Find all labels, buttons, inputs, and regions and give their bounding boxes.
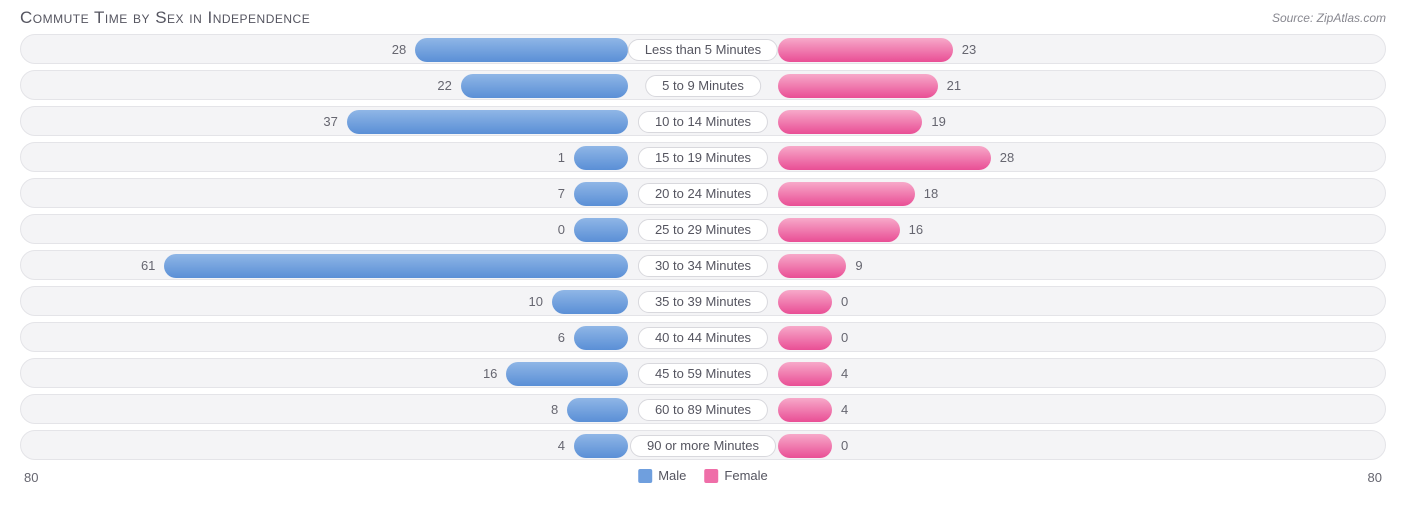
female-value: 0 (841, 431, 848, 461)
female-value: 4 (841, 395, 848, 425)
male-value: 1 (558, 143, 565, 173)
female-bar (778, 218, 900, 242)
female-bar (778, 326, 832, 350)
chart-row: 1 28 15 to 19 Minutes (20, 142, 1386, 172)
axis-max-left: 80 (24, 470, 38, 485)
row-label: 45 to 59 Minutes (638, 363, 768, 385)
row-label: 5 to 9 Minutes (645, 75, 761, 97)
male-bar (567, 398, 628, 422)
female-value: 0 (841, 323, 848, 353)
legend-label-female: Female (724, 468, 767, 483)
source-attribution: Source: ZipAtlas.com (1272, 11, 1386, 25)
legend: Male Female (638, 468, 768, 483)
male-value: 4 (558, 431, 565, 461)
male-value: 22 (437, 71, 451, 101)
legend-item-female: Female (704, 468, 767, 483)
female-value: 4 (841, 359, 848, 389)
female-value: 19 (931, 107, 945, 137)
chart-row: 6 0 40 to 44 Minutes (20, 322, 1386, 352)
chart-row: 0 16 25 to 29 Minutes (20, 214, 1386, 244)
female-value: 0 (841, 287, 848, 317)
female-bar (778, 182, 915, 206)
female-value: 9 (855, 251, 862, 281)
female-bar (778, 146, 991, 170)
male-bar (552, 290, 628, 314)
male-bar (164, 254, 628, 278)
female-value: 18 (924, 179, 938, 209)
male-value: 7 (558, 179, 565, 209)
female-bar (778, 398, 832, 422)
male-bar (574, 146, 628, 170)
chart-footer: 80 Male Female 80 (0, 466, 1406, 496)
female-bar (778, 254, 846, 278)
chart-row: 28 23 Less than 5 Minutes (20, 34, 1386, 64)
row-label: 10 to 14 Minutes (638, 111, 768, 133)
female-bar (778, 74, 938, 98)
male-bar (574, 326, 628, 350)
axis-max-right: 80 (1368, 470, 1382, 485)
male-value: 28 (392, 35, 406, 65)
legend-label-male: Male (658, 468, 686, 483)
male-bar (461, 74, 628, 98)
female-value: 23 (962, 35, 976, 65)
chart-row: 16 4 45 to 59 Minutes (20, 358, 1386, 388)
male-bar (506, 362, 628, 386)
female-bar (778, 110, 922, 134)
chart-row: 22 21 5 to 9 Minutes (20, 70, 1386, 100)
male-bar (574, 434, 628, 458)
female-bar (778, 38, 953, 62)
male-value: 0 (558, 215, 565, 245)
chart-row: 8 4 60 to 89 Minutes (20, 394, 1386, 424)
row-label: 60 to 89 Minutes (638, 399, 768, 421)
male-bar (415, 38, 628, 62)
male-value: 37 (323, 107, 337, 137)
row-label: 20 to 24 Minutes (638, 183, 768, 205)
chart-row: 4 0 90 or more Minutes (20, 430, 1386, 460)
chart-title: Commute Time by Sex in Independence (20, 8, 310, 28)
chart-row: 10 0 35 to 39 Minutes (20, 286, 1386, 316)
female-value: 28 (1000, 143, 1014, 173)
female-value: 16 (909, 215, 923, 245)
chart-row: 7 18 20 to 24 Minutes (20, 178, 1386, 208)
male-value: 6 (558, 323, 565, 353)
row-label: 40 to 44 Minutes (638, 327, 768, 349)
row-label: 30 to 34 Minutes (638, 255, 768, 277)
row-label: 35 to 39 Minutes (638, 291, 768, 313)
female-bar (778, 290, 832, 314)
legend-item-male: Male (638, 468, 686, 483)
male-bar (574, 182, 628, 206)
row-label: Less than 5 Minutes (628, 39, 778, 61)
male-bar (574, 218, 628, 242)
male-swatch (638, 469, 652, 483)
row-label: 90 or more Minutes (630, 435, 776, 457)
female-bar (778, 434, 832, 458)
male-value: 61 (141, 251, 155, 281)
row-label: 25 to 29 Minutes (638, 219, 768, 241)
male-value: 16 (483, 359, 497, 389)
male-value: 8 (551, 395, 558, 425)
row-label: 15 to 19 Minutes (638, 147, 768, 169)
female-swatch (704, 469, 718, 483)
chart-row: 61 9 30 to 34 Minutes (20, 250, 1386, 280)
female-bar (778, 362, 832, 386)
female-value: 21 (947, 71, 961, 101)
male-bar (347, 110, 628, 134)
male-value: 10 (529, 287, 543, 317)
chart-row: 37 19 10 to 14 Minutes (20, 106, 1386, 136)
chart-area: 28 23 Less than 5 Minutes 22 21 5 to 9 Minute… (0, 34, 1406, 460)
